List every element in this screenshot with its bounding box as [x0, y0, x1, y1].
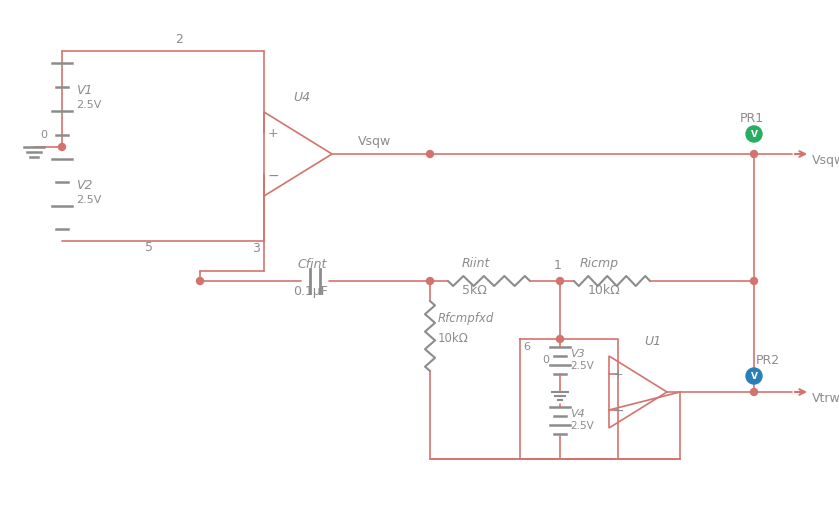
Text: V: V — [751, 372, 758, 381]
Text: 6: 6 — [523, 342, 530, 351]
Text: PR1: PR1 — [740, 112, 764, 125]
Circle shape — [196, 278, 204, 285]
Text: 2.5V: 2.5V — [76, 100, 102, 110]
Circle shape — [751, 151, 758, 158]
Text: 2.5V: 2.5V — [570, 420, 594, 431]
Text: V3: V3 — [570, 349, 585, 359]
Text: 2.5V: 2.5V — [76, 194, 102, 205]
Text: −: − — [267, 168, 279, 183]
Text: Vsqw: Vsqw — [358, 135, 391, 148]
Text: PR2: PR2 — [756, 353, 780, 366]
Text: U4: U4 — [293, 91, 310, 104]
Text: 5kΩ: 5kΩ — [462, 284, 487, 296]
Text: 0.1μF: 0.1μF — [293, 285, 328, 297]
Text: Vtrw: Vtrw — [812, 391, 839, 404]
Text: 2: 2 — [175, 33, 183, 46]
Text: Ricmp: Ricmp — [580, 257, 619, 269]
Text: Vsqw: Vsqw — [812, 154, 839, 166]
Circle shape — [426, 278, 434, 285]
Text: V1: V1 — [76, 84, 92, 97]
Text: U1: U1 — [644, 334, 661, 347]
Circle shape — [556, 278, 564, 285]
Text: V2: V2 — [76, 179, 92, 191]
Text: Rfcmpfxd: Rfcmpfxd — [438, 312, 494, 324]
Text: 5: 5 — [145, 241, 153, 253]
Text: 0: 0 — [542, 355, 549, 365]
Circle shape — [751, 389, 758, 395]
Text: 2.5V: 2.5V — [570, 361, 594, 371]
Circle shape — [426, 151, 434, 158]
Text: 10kΩ: 10kΩ — [588, 284, 621, 296]
Circle shape — [746, 127, 762, 143]
Circle shape — [746, 369, 762, 384]
Text: Cfint: Cfint — [297, 258, 326, 270]
Text: −: − — [612, 403, 624, 417]
Text: +: + — [612, 368, 623, 381]
Text: +: + — [268, 127, 279, 140]
Text: 3: 3 — [252, 242, 260, 254]
Text: Riint: Riint — [462, 257, 490, 269]
Text: V: V — [751, 130, 758, 139]
Circle shape — [751, 278, 758, 285]
Text: 1: 1 — [554, 259, 562, 271]
Text: V4: V4 — [570, 409, 585, 419]
Circle shape — [59, 144, 65, 151]
Text: 10kΩ: 10kΩ — [438, 331, 469, 344]
Text: 0: 0 — [40, 130, 47, 140]
Circle shape — [556, 336, 564, 343]
